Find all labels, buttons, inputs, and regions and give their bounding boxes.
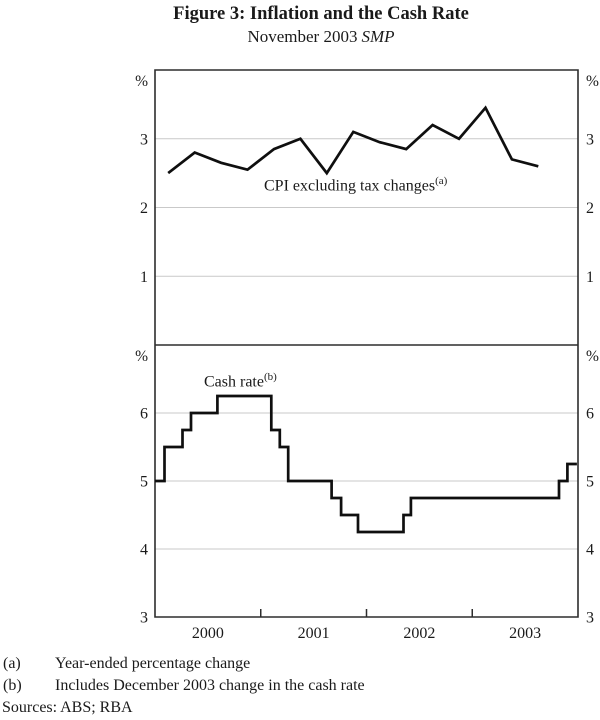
cpi-series-label-text: CPI excluding tax changes [264,177,436,195]
inflation-cash-rate-chart: 1 1 2 2 3 3% % 3 3 4 4 5 5 6 6% % 2000 2001 2002 2003 [135,69,599,642]
footnote-b-text: Includes December 2003 change in the cas… [55,677,365,694]
ytick-label-left: 5 [140,474,148,491]
cpi-line [167,105,539,176]
sources-line: Sources: ABS; RBA [2,698,133,718]
footnote-b-marker: (b) [3,677,22,694]
ytick-label-left: 4 [140,542,148,559]
percent-unit-label-right: % [586,73,599,90]
cpi-series-footnote-marker: (a) [435,175,448,187]
ytick-label-left: 6 [140,406,148,423]
ytick-label-left: 1 [140,269,148,286]
year-label: 2002 [403,625,435,642]
cash-rate-series-label: Cash rate(b) [204,371,277,391]
cash-rate-line [155,394,577,534]
figure-subtitle: November 2003 SMP [42,27,600,47]
figure-title: Figure 3: Inflation and the Cash Rate [173,4,469,24]
percent-unit-label-left: % [135,348,148,365]
ytick-label-right: 3 [586,131,594,148]
ytick-label-left: 2 [140,200,148,217]
ytick-label-left: 3 [140,131,148,148]
ytick-label-right: 6 [586,406,594,423]
ytick-label-right: 2 [586,200,594,217]
year-label: 2000 [192,625,224,642]
cash-rate-series-footnote-marker: (b) [263,371,277,383]
footnote-b: (b) Includes December 2003 change in the… [3,676,597,696]
ytick-label-right: 4 [586,542,594,559]
footnote-a-marker: (a) [3,655,21,672]
ytick-label-right: 1 [586,269,594,286]
sources-text: ABS; RBA [60,699,133,716]
panel-border [154,69,579,618]
sources-label: Sources: [2,699,58,716]
ytick-label-right: 3 [586,610,594,627]
year-label: 2003 [509,625,541,642]
subtitle-publication: SMP [361,27,395,46]
ytick-label-right: 5 [586,474,594,491]
footnote-a-text: Year-ended percentage change [55,655,251,672]
cpi-series-label: CPI excluding tax changes(a) [264,175,447,195]
percent-unit-label-right: % [586,348,599,365]
cash-rate-series-label-text: Cash rate [204,373,264,391]
subtitle-text: November 2003 [247,27,358,46]
year-label: 2001 [298,625,330,642]
ytick-label-left: 3 [140,610,148,627]
percent-unit-label-left: % [135,73,148,90]
footnote-a: (a) Year-ended percentage change [3,654,597,674]
